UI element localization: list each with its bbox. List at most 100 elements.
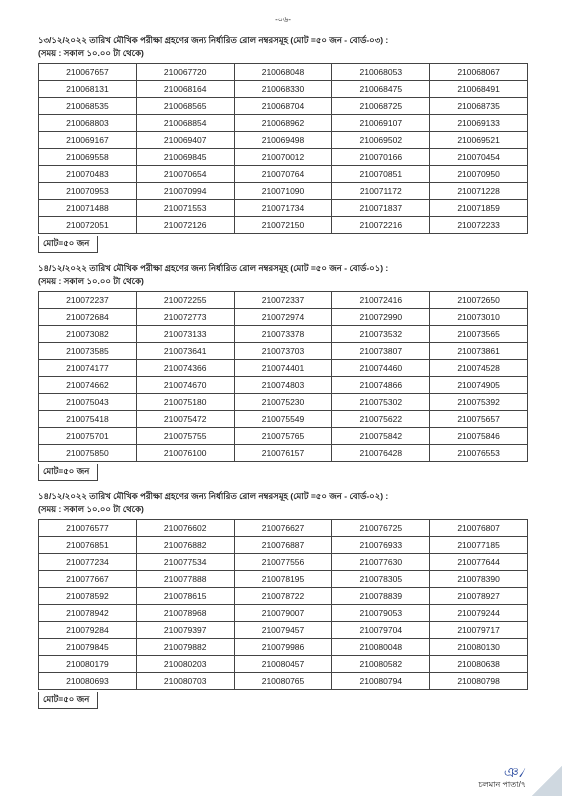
roll-cell: 210069558 — [39, 148, 137, 165]
roll-cell: 210071488 — [39, 199, 137, 216]
roll-cell: 210075549 — [234, 410, 332, 427]
table-row: 2100688032100688542100689622100691072100… — [39, 114, 528, 131]
roll-cell: 210079704 — [332, 621, 430, 638]
roll-cell: 210070654 — [136, 165, 234, 182]
roll-cell: 210069502 — [332, 131, 430, 148]
table-row: 2100757012100757552100757652100758422100… — [39, 427, 528, 444]
page-number: -০৬- — [38, 14, 528, 27]
roll-cell: 210075850 — [39, 444, 137, 461]
table-row: 2100735852100736412100737032100738072100… — [39, 342, 528, 359]
roll-cell: 210078839 — [332, 587, 430, 604]
roll-cell: 210078942 — [39, 604, 137, 621]
roll-cell: 210069407 — [136, 131, 234, 148]
roll-cell: 210076807 — [430, 519, 528, 536]
roll-cell: 210079397 — [136, 621, 234, 638]
table-row: 2100758502100761002100761572100764282100… — [39, 444, 528, 461]
roll-cell: 210073010 — [430, 308, 528, 325]
roll-cell: 210072990 — [332, 308, 430, 325]
roll-cell: 210077888 — [136, 570, 234, 587]
roll-cell: 210076577 — [39, 519, 137, 536]
roll-cell: 210072237 — [39, 291, 137, 308]
roll-cell: 210077556 — [234, 553, 332, 570]
roll-cell: 210071090 — [234, 182, 332, 199]
roll-cell: 210079007 — [234, 604, 332, 621]
roll-cell: 210078195 — [234, 570, 332, 587]
table-row: 2100730822100731332100733782100735322100… — [39, 325, 528, 342]
roll-cell: 210076428 — [332, 444, 430, 461]
table-row: 2100798452100798822100799862100800482100… — [39, 638, 528, 655]
roll-cell: 210075302 — [332, 393, 430, 410]
table-row: 2100704832100706542100707642100708512100… — [39, 165, 528, 182]
section-total: মোট=৫০ জন — [38, 464, 98, 481]
roll-cell: 210074528 — [430, 359, 528, 376]
roll-cell: 210069498 — [234, 131, 332, 148]
roll-cell: 210077185 — [430, 536, 528, 553]
roll-cell: 210068704 — [234, 97, 332, 114]
roll-cell: 210068491 — [430, 80, 528, 97]
roll-cell: 210068735 — [430, 97, 528, 114]
roll-cell: 210079882 — [136, 638, 234, 655]
roll-cell: 210072337 — [234, 291, 332, 308]
roll-cell: 210072255 — [136, 291, 234, 308]
table-row: 2100792842100793972100794572100797042100… — [39, 621, 528, 638]
roll-cell: 210069845 — [136, 148, 234, 165]
table-row: 2100750432100751802100752302100753022100… — [39, 393, 528, 410]
roll-cell: 210073585 — [39, 342, 137, 359]
roll-cell: 210073861 — [430, 342, 528, 359]
footer-signature-block: ঞ৴ চলমান পাতা/৭ — [478, 768, 526, 792]
roll-cell: 210072051 — [39, 216, 137, 233]
roll-cell: 210070994 — [136, 182, 234, 199]
roll-cell: 210079986 — [234, 638, 332, 655]
roll-cell: 210070764 — [234, 165, 332, 182]
roll-cell: 210079457 — [234, 621, 332, 638]
section-heading: ১৪/১২/২০২২ তারিখ মৌখিক পরীক্ষা গ্রহণের জ… — [38, 263, 528, 274]
roll-cell: 210078592 — [39, 587, 137, 604]
roll-cell: 210079244 — [430, 604, 528, 621]
roll-cell: 210068053 — [332, 63, 430, 80]
roll-cell: 210071228 — [430, 182, 528, 199]
roll-cell: 210072773 — [136, 308, 234, 325]
document-page: -০৬- ১৩/১২/২০২২ তারিখ মৌখিক পরীক্ষা গ্রহ… — [0, 0, 566, 800]
roll-cell: 210068475 — [332, 80, 430, 97]
roll-cell: 210078927 — [430, 587, 528, 604]
roll-cell: 210077234 — [39, 553, 137, 570]
roll-cell: 210075846 — [430, 427, 528, 444]
table-row: 2100754182100754722100755492100756222100… — [39, 410, 528, 427]
roll-cell: 210080048 — [332, 638, 430, 655]
roll-cell: 210072416 — [332, 291, 430, 308]
roll-cell: 210068048 — [234, 63, 332, 80]
roll-cell: 210074866 — [332, 376, 430, 393]
roll-cell: 210080203 — [136, 655, 234, 672]
roll-cell: 210072216 — [332, 216, 430, 233]
roll-cell: 210080693 — [39, 672, 137, 689]
roll-cell: 210075043 — [39, 393, 137, 410]
roll-cell: 210078390 — [430, 570, 528, 587]
roll-cell: 210078305 — [332, 570, 430, 587]
roll-cell: 210074177 — [39, 359, 137, 376]
table-row: 2100768512100768822100768872100769332100… — [39, 536, 528, 553]
roll-cell: 210074803 — [234, 376, 332, 393]
table-row: 2100685352100685652100687042100687252100… — [39, 97, 528, 114]
roll-cell: 210070483 — [39, 165, 137, 182]
roll-cell: 210080179 — [39, 655, 137, 672]
roll-cell: 210073703 — [234, 342, 332, 359]
section-total: মোট=৫০ জন — [38, 692, 98, 709]
roll-cell: 210076553 — [430, 444, 528, 461]
roll-cell: 210069167 — [39, 131, 137, 148]
roll-cell: 210073641 — [136, 342, 234, 359]
roll-cell: 210073565 — [430, 325, 528, 342]
table-row: 2100726842100727732100729742100729902100… — [39, 308, 528, 325]
roll-cell: 210077644 — [430, 553, 528, 570]
roll-cell: 210070454 — [430, 148, 528, 165]
roll-cell: 210076887 — [234, 536, 332, 553]
roll-cell: 210068725 — [332, 97, 430, 114]
section-heading: ১৩/১২/২০২২ তারিখ মৌখিক পরীক্ষা গ্রহণের জ… — [38, 35, 528, 46]
roll-cell: 210077630 — [332, 553, 430, 570]
roll-cell: 210076725 — [332, 519, 430, 536]
table-row: 2100681312100681642100683302100684752100… — [39, 80, 528, 97]
roll-cell: 210072684 — [39, 308, 137, 325]
roll-cell: 210072650 — [430, 291, 528, 308]
roll-cell: 210071734 — [234, 199, 332, 216]
roll-cell: 210072126 — [136, 216, 234, 233]
roll-cell: 210080703 — [136, 672, 234, 689]
